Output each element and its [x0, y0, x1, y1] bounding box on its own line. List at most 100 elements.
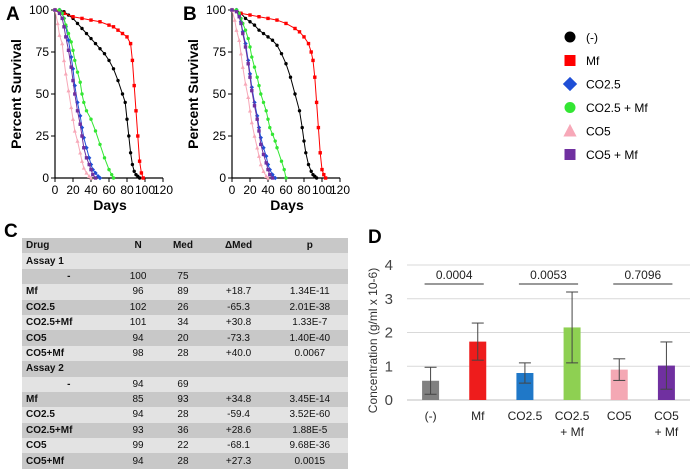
data-point: [98, 142, 102, 147]
data-point: [107, 58, 111, 63]
cell-drug: Mf: [22, 391, 116, 408]
survival-line: [232, 9, 276, 179]
data-point: [257, 15, 261, 19]
x-axis-title: Days: [270, 197, 304, 213]
cell-dmed: -59.4: [205, 407, 272, 423]
data-point: [264, 109, 268, 113]
cell-n: [115, 361, 161, 377]
cell-p: 1.40E-40: [271, 330, 348, 346]
data-point: [84, 156, 89, 160]
table-row: CO5 99 22 -68.1 9.68E-36: [22, 438, 348, 454]
data-point: [72, 83, 78, 88]
legend-item: Mf: [564, 54, 600, 68]
cell-dmed: [205, 376, 272, 392]
table-header-n: N: [115, 238, 161, 254]
data-point: [141, 176, 145, 180]
legend-item: CO2.5: [562, 76, 621, 92]
data-point: [245, 58, 251, 63]
x-axis-title: Days: [93, 197, 127, 213]
cell-med: 93: [160, 391, 206, 408]
data-point: [139, 171, 144, 175]
cell-p: [271, 376, 348, 392]
data-point: [88, 175, 94, 180]
data-point: [261, 100, 266, 105]
data-point: [93, 176, 98, 180]
legend-item: (-): [564, 31, 598, 45]
data-point: [304, 151, 308, 155]
series-b-5: [230, 8, 275, 180]
cell-n: 94: [115, 376, 161, 392]
cell-med: 20: [160, 330, 206, 346]
cell-n: 102: [115, 299, 161, 315]
data-point: [323, 176, 328, 180]
cell-drug: Assay 2: [22, 361, 116, 377]
x-tick-label: 120: [153, 183, 173, 197]
cell-dmed: -73.3: [205, 330, 272, 346]
data-point: [268, 125, 272, 130]
cell-n: 101: [115, 314, 161, 331]
data-point: [261, 169, 266, 173]
cell-med: 28: [160, 453, 206, 469]
panel-label-c-svg: C: [4, 221, 18, 242]
data-point: [82, 100, 86, 105]
data-point: [261, 152, 266, 157]
data-point: [66, 48, 71, 53]
y-tick-label: 25: [213, 129, 227, 143]
data-point: [130, 58, 135, 63]
data-point: [282, 167, 286, 172]
table-assay-row: Assay 1: [22, 253, 348, 269]
data-point: [73, 92, 77, 96]
table-row: -100 75: [22, 268, 348, 285]
table-row: Mf 85 93 +34.8 3.45E-14: [22, 391, 348, 408]
data-point: [120, 31, 125, 36]
survival-line: [232, 9, 287, 179]
data-point: [64, 35, 68, 39]
concentration-bar-chart: D 0 1 2 3 4 Concentration (g/ml x 10-6) (-) Mf C…: [366, 227, 690, 439]
data-point: [266, 167, 270, 172]
y-tick-label: 25: [36, 129, 50, 143]
data-point: [80, 134, 84, 138]
data-point: [275, 43, 279, 47]
data-point: [78, 80, 82, 84]
data-point: [252, 23, 257, 27]
data-point: [61, 58, 67, 63]
data-point: [97, 175, 103, 181]
error-bar: [518, 362, 531, 384]
data-point: [314, 176, 319, 180]
error-bar: [613, 358, 626, 381]
data-point: [322, 172, 326, 177]
data-point: [107, 23, 111, 27]
y-axis-title: Concentration (g/ml x 10-6): [366, 268, 380, 413]
data-point: [275, 18, 279, 22]
table-header-row: Drug N Med ΔMed p: [22, 238, 348, 254]
data-point: [63, 71, 68, 76]
legend-marker: [564, 55, 576, 66]
data-point: [241, 31, 245, 36]
data-point: [275, 146, 279, 150]
bar: [469, 341, 487, 400]
data-point: [314, 100, 319, 105]
data-point: [272, 175, 278, 181]
data-point: [53, 8, 57, 12]
data-point: [60, 11, 64, 16]
data-point: [57, 32, 62, 37]
data-point: [84, 109, 89, 113]
cell-dmed: [205, 253, 272, 269]
data-point: [69, 40, 73, 44]
legend-label: CO2.5: [586, 78, 621, 92]
data-point: [263, 153, 269, 159]
legend-marker: [564, 31, 576, 43]
data-point: [248, 20, 252, 24]
cell-p: 1.34E-11: [271, 284, 348, 300]
data-point: [69, 65, 73, 69]
data-point: [82, 146, 86, 150]
data-point: [134, 109, 138, 113]
data-point: [250, 88, 254, 93]
data-point: [309, 169, 313, 173]
x-tick-label: 0: [52, 183, 59, 197]
data-point: [246, 36, 250, 41]
cell-drug: CO2.5+Mf: [22, 314, 116, 331]
data-point: [288, 75, 293, 79]
